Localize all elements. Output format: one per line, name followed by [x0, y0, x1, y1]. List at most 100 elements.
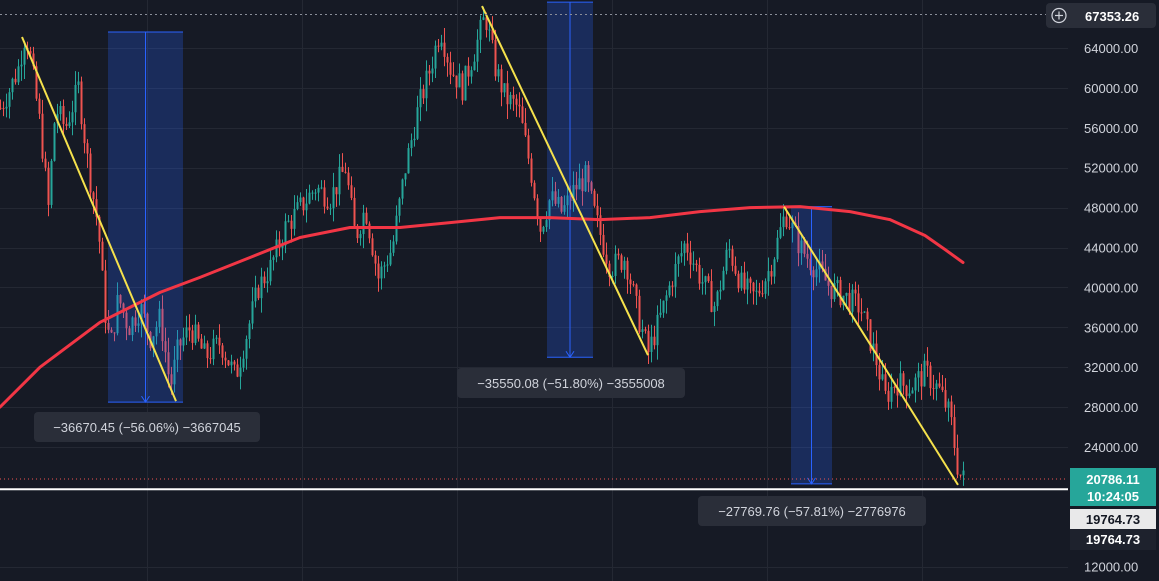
candle-body [263, 276, 266, 284]
candle-body [110, 329, 113, 333]
plus-circle-icon[interactable] [1051, 7, 1067, 24]
trendline[interactable] [481, 5, 649, 356]
candle-body [32, 53, 35, 67]
line-price-badge-dark [1070, 529, 1156, 550]
candle-body [749, 278, 752, 283]
horizontal-lines [0, 14, 1068, 491]
candle-body [614, 253, 617, 276]
price-badges: 67353.26 20786.11 10:24:05 19764.73 19764.73 [1046, 3, 1156, 550]
candle-body [659, 312, 662, 315]
candle-body [905, 385, 908, 397]
candle-body [209, 358, 212, 360]
candle-body [590, 182, 593, 191]
candle-body [818, 261, 821, 270]
candle-body [575, 184, 578, 190]
price-tick-label: 56000.00 [1084, 121, 1138, 136]
candle-body [725, 249, 728, 271]
candle-body [65, 123, 68, 127]
candle-body [644, 329, 647, 331]
price-tick-label: 32000.00 [1084, 360, 1138, 375]
candle-body [887, 390, 890, 402]
candle-body [440, 42, 443, 47]
trendline-drawings[interactable] [21, 5, 959, 486]
candle-body [38, 98, 41, 114]
candle-body [707, 276, 710, 282]
candle-body [539, 218, 542, 232]
candle-body [821, 261, 824, 269]
candle-body [392, 241, 395, 253]
candle-body [434, 45, 437, 69]
candle-body [902, 373, 905, 386]
candle-body [641, 329, 644, 333]
candle-body [938, 383, 941, 387]
candle-body [119, 295, 122, 304]
candle-body [695, 263, 698, 265]
candle-body [920, 371, 923, 387]
price-tick-label: 48000.00 [1084, 201, 1138, 216]
candle-body [653, 336, 656, 346]
candle-body [941, 386, 944, 391]
candle-body [566, 195, 569, 206]
candle-body [302, 197, 305, 211]
candle-body [131, 317, 134, 336]
line-price-value-secondary: 19764.73 [1086, 532, 1140, 547]
candle-body [68, 122, 71, 127]
candle-body [869, 319, 872, 351]
candle-body [863, 311, 866, 313]
candle-body [224, 357, 227, 361]
candle-body [647, 330, 650, 352]
candle-body [866, 311, 869, 320]
candle-body [305, 203, 308, 211]
candle-body [605, 254, 608, 264]
candle-body [830, 285, 833, 300]
candle-body [278, 239, 281, 248]
candle-body [530, 158, 533, 183]
candle-body [455, 75, 458, 88]
candle-body [371, 238, 374, 256]
candle-body [59, 106, 62, 115]
candle-body [692, 263, 695, 265]
candle-body [932, 388, 935, 390]
candle-body [281, 245, 284, 248]
candle-body [215, 337, 218, 339]
candle-body [203, 343, 206, 349]
candle-body [947, 401, 950, 408]
measurement-tools[interactable] [108, 1, 832, 485]
candle-body [923, 360, 926, 387]
candle-body [884, 374, 887, 391]
price-tick-label: 60000.00 [1084, 81, 1138, 96]
candle-body [401, 179, 404, 199]
candle-body [701, 282, 704, 284]
measure-label-box [34, 412, 260, 442]
candle-body [470, 70, 473, 77]
candle-body [146, 313, 149, 332]
candle-body [584, 165, 587, 192]
candle-body [152, 336, 155, 349]
candle-body [953, 417, 956, 448]
candle-body [926, 360, 929, 366]
price-tick-label: 64000.00 [1084, 41, 1138, 56]
candle-body [791, 222, 794, 229]
candle-body [239, 367, 242, 377]
candle-body [587, 165, 590, 183]
candle-body [356, 225, 359, 239]
countdown-timer: 10:24:05 [1087, 489, 1139, 504]
trendline[interactable] [783, 206, 959, 486]
candle-body [611, 275, 614, 278]
candle-body [548, 200, 551, 221]
candle-body [698, 264, 701, 284]
price-tick-label: 36000.00 [1084, 320, 1138, 335]
candle-body [620, 255, 623, 270]
candle-body [803, 240, 806, 254]
trendline[interactable] [21, 36, 177, 402]
candle-body [296, 202, 299, 209]
candle-body [413, 138, 416, 141]
candle-body [0, 107, 2, 109]
candle-body [92, 192, 95, 200]
candle-body [95, 199, 98, 217]
candle-body [326, 206, 329, 209]
candle-body [503, 83, 506, 93]
candle-body [8, 92, 11, 107]
